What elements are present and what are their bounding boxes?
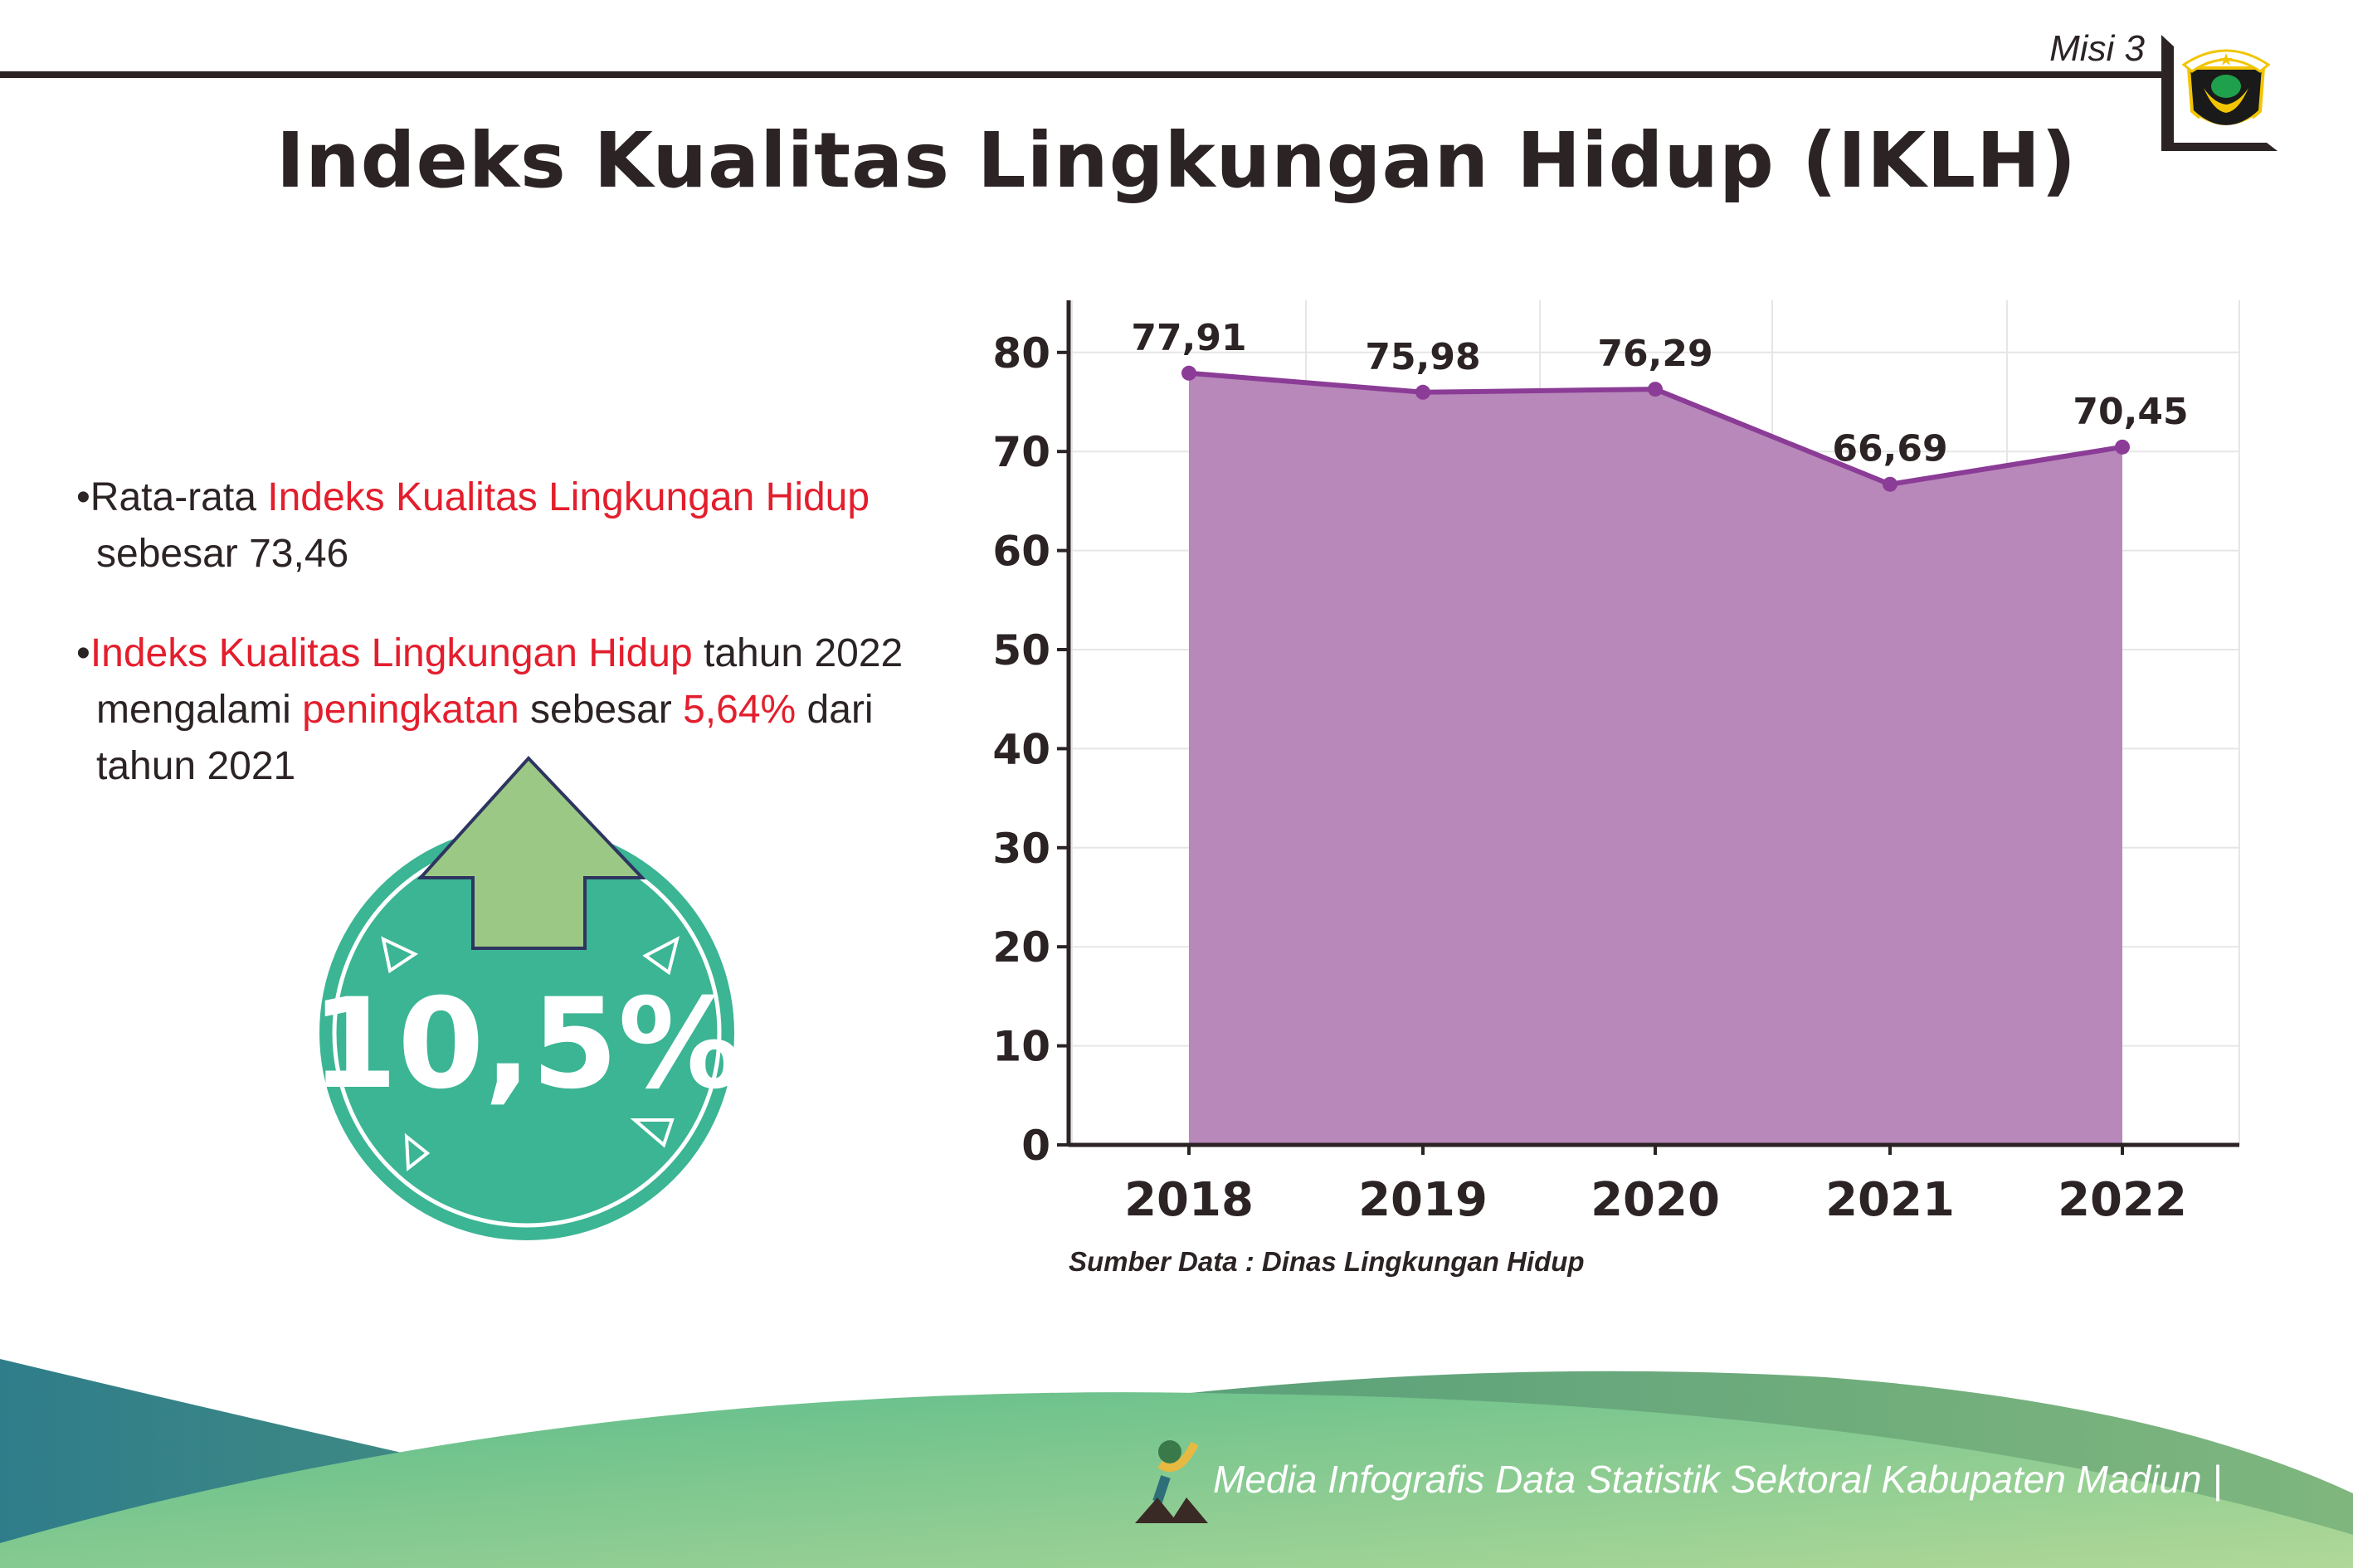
footer-wave bbox=[0, 1359, 2353, 1568]
page-title: Indeks Kualitas Lingkungan Hidup (IKLH) bbox=[275, 116, 2078, 205]
bullet-highlight: Indeks Kualitas Lingkungan Hidup bbox=[90, 631, 693, 675]
bullet-text: tahun 2022 bbox=[692, 631, 904, 675]
data-label: 75,98 bbox=[1365, 336, 1480, 378]
kabupaten-madiun-logo bbox=[2181, 49, 2271, 130]
decorative-triangles bbox=[381, 936, 680, 1171]
data-point bbox=[2115, 439, 2130, 455]
y-tick-label: 60 bbox=[992, 528, 1050, 576]
data-label: 76,29 bbox=[1597, 333, 1712, 375]
y-tick-label: 70 bbox=[992, 428, 1050, 476]
x-tick-label: 2021 bbox=[1825, 1173, 1955, 1227]
x-tick-label: 2022 bbox=[2058, 1173, 2187, 1227]
bullet-text: • bbox=[76, 631, 90, 675]
footer-text: Media Infografis Data Statistik Sektoral… bbox=[1213, 1458, 2223, 1501]
data-point bbox=[1181, 365, 1196, 381]
increase-badge: 10,5% bbox=[311, 756, 743, 1240]
bullet-highlight: 5,64% bbox=[683, 688, 797, 732]
y-tick-label: 50 bbox=[992, 626, 1050, 674]
data-point bbox=[1415, 384, 1430, 400]
bullet-highlight: Indeks Kualitas Lingkungan Hidup bbox=[267, 475, 870, 519]
x-tick-label: 2019 bbox=[1358, 1173, 1488, 1227]
bullet-highlight: peningkatan bbox=[302, 688, 519, 732]
y-tick-label: 80 bbox=[992, 329, 1050, 377]
bullet-average: •Rata-rata Indeks Kualitas Lingkungan Hi… bbox=[76, 470, 870, 582]
infografis-logo-icon bbox=[1135, 1440, 1208, 1523]
badge-value: 10,5% bbox=[311, 972, 743, 1117]
x-tick-label: 2020 bbox=[1591, 1173, 1720, 1227]
data-point bbox=[1648, 382, 1663, 397]
y-tick-label: 30 bbox=[992, 825, 1050, 873]
x-tick-label: 2018 bbox=[1124, 1173, 1254, 1227]
bullet-text: tahun 2021 bbox=[96, 744, 296, 788]
bullet-text: sebesar bbox=[519, 688, 684, 732]
arrow-up-icon bbox=[417, 756, 646, 950]
data-label: 66,69 bbox=[1832, 428, 1947, 470]
y-tick-label: 10 bbox=[992, 1023, 1050, 1071]
y-tick-label: 0 bbox=[1021, 1122, 1050, 1170]
bullet-increase: •Indeks Kualitas Lingkungan Hidup tahun … bbox=[76, 626, 903, 795]
bullet-text: •Rata-rata bbox=[76, 475, 268, 519]
area-fill bbox=[1189, 373, 2122, 1145]
data-source: Sumber Data : Dinas Lingkungan Hidup bbox=[1069, 1246, 1585, 1277]
mission-label: Misi 3 bbox=[2049, 28, 2145, 69]
y-tick-label: 20 bbox=[992, 923, 1050, 971]
iklh-area-chart: 0 10 20 30 40 50 60 70 80 77,91 2018 75,98 2019 76,29… bbox=[992, 300, 2240, 1227]
data-point bbox=[1883, 476, 1898, 492]
header-decoration bbox=[0, 35, 2277, 151]
bullet-text: dari bbox=[796, 688, 874, 732]
y-tick-label: 40 bbox=[992, 725, 1050, 773]
bullet-text: sebesar 73,46 bbox=[96, 532, 349, 576]
bullet-text: mengalami bbox=[96, 688, 303, 732]
data-label: 70,45 bbox=[2073, 391, 2188, 433]
data-label: 77,91 bbox=[1131, 317, 1246, 359]
